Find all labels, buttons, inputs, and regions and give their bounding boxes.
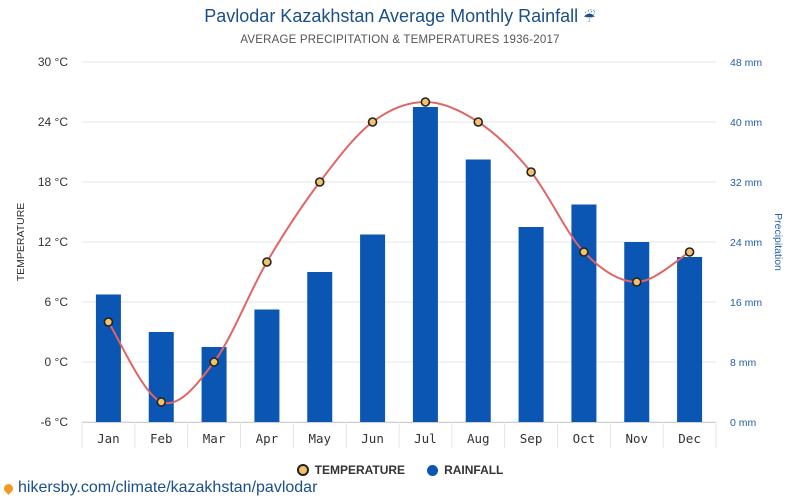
temperature-point (526, 167, 536, 177)
left-tick-label: 0 °C (45, 355, 69, 369)
right-tick-label: 40 mm (730, 117, 762, 129)
temperature-curve (107, 100, 691, 405)
x-tick-label: Oct (573, 431, 596, 446)
rainfall-bars (95, 107, 703, 422)
rainfall-bar (624, 242, 650, 422)
right-tick-label: 16 mm (730, 297, 762, 309)
temperature-point (420, 97, 431, 107)
legend-rainfall[interactable]: RAINFALL (427, 463, 503, 477)
left-tick-label: -6 °C (41, 415, 69, 429)
left-tick-label: 6 °C (45, 295, 69, 309)
temperature-point (473, 117, 484, 127)
rainfall-bar (677, 257, 703, 422)
temperature-point (367, 117, 378, 127)
right-tick-label: 8 mm (730, 357, 757, 369)
rainfall-bar (95, 294, 121, 422)
rainfall-bar (412, 107, 438, 422)
right-tick-label: 0 mm (730, 417, 757, 429)
rainfall-bar (518, 227, 544, 422)
rainfall-bar (571, 204, 597, 422)
temperature-line (103, 97, 695, 407)
left-axis-ticks: -6 °C 0 °C 6 °C 12 °C 18 °C 24 °C 30 °C (38, 55, 68, 429)
x-tick-label: Nov (625, 431, 648, 446)
rainfall-bar (254, 309, 280, 422)
temperature-point (209, 357, 219, 367)
gridlines (81, 61, 717, 448)
x-tick-label: Jun (361, 431, 384, 446)
rainfall-marker-icon (427, 464, 439, 476)
rainfall-bar (148, 332, 174, 422)
x-tick-label: Sep (520, 431, 543, 446)
left-tick-label: 18 °C (38, 175, 68, 189)
legend-temperature[interactable]: TEMPERATURE (291, 463, 406, 477)
x-tick-label: Jan (97, 431, 120, 446)
legend: TEMPERATURE RAINFALL (0, 463, 800, 477)
x-tick-label: Dec (678, 431, 701, 446)
temperature-point (262, 257, 272, 267)
x-tick-label: Mar (203, 431, 226, 446)
umbrella-icon: ☔ (583, 9, 596, 25)
right-tick-label: 24 mm (730, 237, 762, 249)
rainfall-bar (465, 159, 491, 422)
left-tick-label: 30 °C (38, 55, 68, 69)
temperature-point (579, 247, 589, 257)
x-tick-label: Feb (150, 431, 173, 446)
chart-title: Pavlodar Kazakhstan Average Monthly Rain… (0, 6, 800, 27)
left-axis-label: TEMPERATURE (15, 203, 27, 282)
rainfall-bar (307, 272, 333, 422)
legend-temperature-label: TEMPERATURE (314, 463, 406, 477)
right-axis-ticks: 0 mm 8 mm 16 mm 24 mm 32 mm 40 mm 48 mm (730, 57, 762, 429)
x-tick-label: Aug (467, 431, 490, 446)
chart-subtitle: AVERAGE PRECIPITATION & TEMPERATURES 193… (240, 34, 560, 46)
source-url: hikersby.com/climate/kazakhstan/pavlodar (18, 479, 318, 496)
temperature-point (314, 177, 325, 187)
left-tick-label: 12 °C (38, 235, 68, 249)
temperature-point (103, 317, 114, 327)
rainfall-bar (360, 234, 386, 422)
temperature-point (684, 247, 695, 257)
temperature-point (631, 277, 642, 287)
chart-title-text: Pavlodar Kazakhstan Average Monthly Rain… (204, 6, 579, 26)
left-tick-label: 24 °C (38, 115, 68, 129)
right-tick-label: 48 mm (730, 57, 762, 69)
right-axis-label: Precipitation (772, 213, 784, 271)
location-pin-icon (2, 481, 15, 495)
x-tick-label: Jul (414, 431, 437, 446)
temperature-marker-icon (291, 464, 314, 476)
source-link[interactable]: hikersby.com/climate/kazakhstan/pavlodar (2, 479, 318, 497)
x-axis-ticks: Jan Feb Mar Apr May Jun Jul Aug Sep Oct Nov Dec (97, 431, 701, 446)
right-tick-label: 32 mm (730, 177, 762, 189)
x-tick-label: May (308, 431, 331, 446)
legend-rainfall-label: RAINFALL (444, 463, 504, 477)
temperature-point (156, 397, 167, 407)
x-tick-label: Apr (256, 431, 279, 446)
